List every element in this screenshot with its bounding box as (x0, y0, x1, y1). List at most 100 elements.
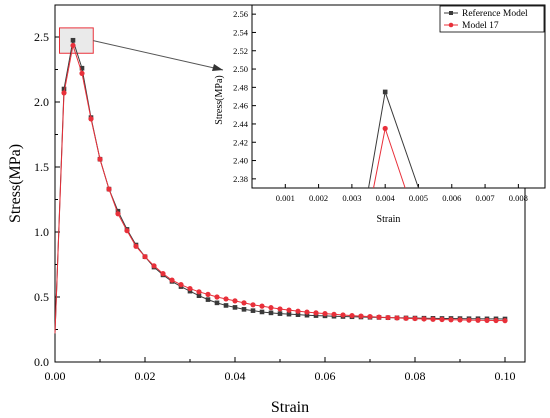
inset-x-tick-label: 0.005 (409, 193, 428, 203)
data-point-model-17 (133, 243, 139, 249)
x-tick-label: 0.00 (45, 369, 66, 383)
data-point-reference-model (313, 313, 319, 318)
data-point-reference-model (214, 300, 220, 306)
data-point-model-17 (349, 312, 355, 319)
y-tick-label: 2.0 (34, 95, 49, 109)
data-point-model-17 (115, 211, 121, 217)
inset-y-tick-label: 2.40 (233, 156, 248, 166)
data-point-model-17 (439, 316, 445, 323)
inset-x-tick-label: 0.001 (276, 193, 295, 203)
legend-label: Model 17 (462, 21, 499, 31)
inset-y-tick-label: 2.54 (233, 27, 249, 37)
x-tick-label: 0.02 (135, 369, 156, 383)
data-point-reference-model (295, 312, 301, 317)
inset-x-tick-label: 0.008 (509, 193, 528, 203)
data-point-model-17 (70, 42, 76, 49)
data-point-model-17 (295, 308, 301, 314)
data-point-model-17 (484, 317, 490, 323)
data-point-reference-model (241, 307, 247, 312)
data-point-model-17 (286, 307, 292, 313)
data-point-model-17 (322, 311, 328, 317)
inset-y-tick-label: 2.52 (233, 46, 248, 56)
data-point-model-17 (214, 294, 220, 300)
y-tick-label: 0.0 (34, 355, 49, 369)
data-point-model-17 (169, 277, 175, 283)
data-point-model-17 (313, 310, 319, 316)
legend-marker-circle (448, 22, 454, 28)
legend-box (439, 5, 545, 33)
x-tick-label: 0.08 (405, 369, 426, 383)
data-point-model-17 (394, 315, 400, 321)
data-point-model-17 (61, 90, 67, 96)
data-point-model-17 (412, 315, 418, 322)
y-tick-label: 1.5 (34, 160, 49, 174)
inset-y-tick-label: 2.44 (233, 119, 249, 129)
inset-y-tick-label: 2.42 (233, 137, 248, 147)
data-point-model-17 (259, 303, 265, 309)
zoom-arrow-line (93, 40, 224, 71)
data-point-model-17 (79, 70, 85, 76)
data-point-reference-model (250, 308, 256, 313)
inset-y-tick-label: 2.50 (233, 64, 248, 74)
y-tick-label: 1.0 (34, 225, 49, 239)
legend-label: Reference Model (462, 8, 528, 19)
inset-x-tick-label: 0.006 (442, 193, 461, 203)
data-point-model-17 (196, 289, 202, 295)
data-point-model-17 (142, 254, 148, 260)
data-point-reference-model (79, 65, 85, 71)
data-point-reference-model (196, 293, 202, 298)
inset-x-axis-label: Strain (377, 214, 401, 225)
data-point-model-17 (358, 313, 364, 319)
data-point-model-17 (304, 309, 310, 315)
data-point-model-17 (502, 318, 508, 324)
inset-x-tick-label: 0.002 (309, 193, 328, 203)
data-point-reference-model (277, 311, 283, 316)
data-point-model-17 (475, 317, 481, 323)
data-point-model-17 (187, 285, 193, 292)
data-point-model-17 (151, 263, 157, 269)
data-point-model-17 (250, 302, 256, 308)
data-point-model-17 (106, 186, 112, 192)
y-tick-label: 2.5 (34, 30, 49, 44)
inset-y-tick-label: 2.48 (233, 82, 248, 92)
data-point-reference-model (286, 311, 292, 317)
inset-y-tick-label: 2.46 (233, 101, 248, 111)
data-point-reference-model (259, 309, 265, 315)
inset-y-tick-label: 2.38 (233, 174, 248, 184)
data-point-reference-model (61, 86, 67, 92)
data-point-model-17 (124, 228, 130, 234)
y-axis-label: Stress(MPa) (7, 144, 24, 223)
inset-y-axis-label: Stress(MPa) (214, 75, 225, 124)
zoom-region-box (59, 27, 94, 54)
x-tick-label: 0.06 (315, 369, 336, 383)
data-point-model-17 (97, 156, 103, 162)
data-point-model-17 (448, 317, 454, 323)
data-point-model-17 (376, 314, 382, 320)
data-point-model-17 (223, 296, 229, 302)
data-point-model-17 (178, 282, 184, 288)
inset-point-model-17 (382, 125, 388, 132)
x-tick-label: 0.04 (225, 369, 246, 383)
data-point-model-17 (268, 305, 274, 311)
data-point-reference-model (115, 208, 121, 214)
data-point-model-17 (160, 271, 166, 277)
data-point-reference-model (223, 303, 229, 308)
inset-x-tick-label: 0.004 (376, 193, 396, 203)
data-point-model-17 (88, 116, 94, 122)
data-point-model-17 (421, 316, 427, 322)
data-point-model-17 (241, 300, 247, 306)
zoom-arrow-head (212, 64, 223, 71)
data-point-model-17 (331, 311, 337, 317)
data-point-reference-model (304, 312, 310, 318)
data-point-model-17 (367, 314, 373, 320)
data-point-model-17 (385, 314, 391, 321)
data-point-reference-model (70, 37, 76, 43)
y-tick-label: 0.5 (34, 290, 49, 304)
inset-x-tick-label: 0.003 (342, 193, 361, 203)
data-point-reference-model (232, 305, 238, 310)
data-point-model-17 (466, 317, 472, 323)
legend-marker-square (449, 11, 453, 15)
data-point-reference-model (205, 297, 211, 302)
